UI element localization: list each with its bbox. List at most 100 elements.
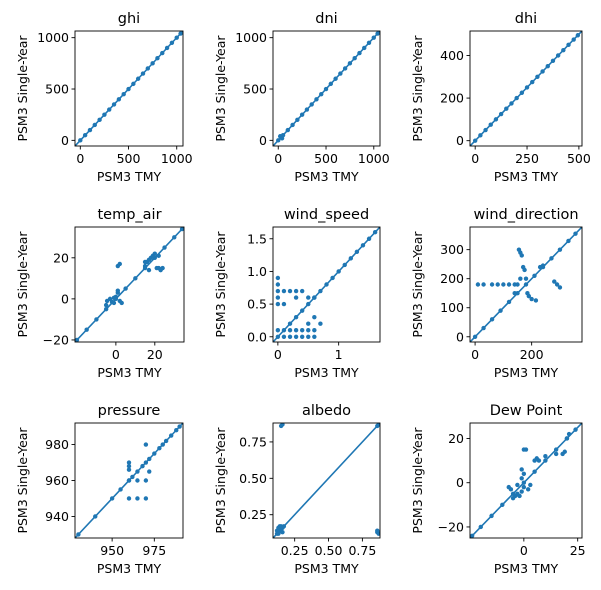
y-tick-label: 1000 — [37, 30, 69, 45]
data-point — [93, 514, 97, 518]
data-point — [490, 282, 494, 286]
data-point — [135, 469, 139, 473]
data-point — [565, 436, 569, 440]
data-point — [76, 532, 80, 536]
data-point — [165, 46, 169, 50]
x-tick-label: 0 — [76, 151, 84, 166]
data-point — [520, 253, 524, 257]
data-point — [572, 37, 576, 41]
data-point — [554, 447, 558, 451]
x-tick-label: 950 — [100, 543, 124, 558]
subplot-title: Dew Point — [490, 403, 563, 419]
x-tick-label: 0 — [520, 543, 528, 558]
data-point — [155, 56, 159, 60]
y-axis-label: PSM3 Single-Year — [410, 231, 425, 338]
y-tick-label: 0.0 — [247, 329, 267, 344]
data-point — [276, 302, 280, 306]
data-point — [556, 53, 560, 57]
data-point — [543, 458, 547, 462]
data-point — [343, 263, 347, 267]
data-point — [532, 469, 536, 473]
data-point — [529, 297, 533, 301]
data-point — [290, 123, 294, 127]
data-point — [483, 128, 487, 132]
y-tick-label: 1.5 — [247, 231, 267, 246]
y-axis-label: PSM3 Single-Year — [213, 35, 228, 142]
data-point — [349, 256, 353, 260]
data-point — [112, 102, 116, 106]
data-point — [104, 307, 108, 311]
data-point — [494, 117, 498, 121]
data-point — [498, 308, 502, 312]
data-point — [294, 295, 298, 299]
data-point — [136, 77, 140, 81]
data-point — [576, 33, 580, 37]
data-point — [160, 266, 164, 270]
data-point — [144, 478, 148, 482]
data-point — [305, 107, 309, 111]
data-point — [573, 427, 577, 431]
data-point — [476, 282, 480, 286]
data-point — [312, 315, 316, 319]
y-tick-label: 1000 — [235, 30, 267, 45]
x-tick-label: 0 — [274, 151, 282, 166]
data-point — [532, 274, 536, 278]
x-tick-label: 200 — [520, 347, 544, 362]
x-axis-label: PSM3 TMY — [294, 365, 359, 380]
data-point — [318, 289, 322, 293]
identity-line — [470, 423, 582, 538]
data-point — [309, 102, 313, 106]
data-point — [348, 61, 352, 65]
y-axis-label: PSM3 Single-Year — [15, 427, 30, 534]
data-point — [312, 295, 316, 299]
data-point — [140, 464, 144, 468]
data-point — [110, 496, 114, 500]
data-point — [373, 230, 377, 234]
data-point — [522, 472, 526, 476]
data-point — [507, 300, 511, 304]
subplot-title: dhi — [515, 11, 537, 27]
x-tick-label: 1000 — [161, 151, 193, 166]
data-point — [537, 458, 541, 462]
data-point — [522, 481, 526, 485]
x-tick-label: 500 — [117, 151, 141, 166]
data-point — [543, 454, 547, 458]
data-point — [528, 483, 532, 487]
y-axis-label: PSM3 Single-Year — [15, 231, 30, 338]
data-point — [306, 328, 310, 332]
data-point — [336, 269, 340, 273]
data-point — [566, 43, 570, 47]
subplot-title: ghi — [118, 11, 140, 27]
subplot-8: 0.25 0.50 0.75 0.25 0.50 0.75 albedo PSM3 TMY PS… — [213, 403, 381, 576]
data-point — [141, 71, 145, 75]
data-point — [280, 530, 284, 534]
data-point — [172, 235, 176, 239]
data-point — [107, 107, 111, 111]
data-point — [153, 251, 157, 255]
data-point — [131, 82, 135, 86]
y-tick-label: 960 — [45, 473, 69, 488]
data-point — [104, 303, 108, 307]
x-tick-label: 20 — [147, 347, 163, 362]
subplot-5: 0 10.00.51.01.5wind_speedPSM3 TMYPSM3 Sin… — [213, 207, 380, 380]
x-tick-label: 0 — [112, 347, 120, 362]
data-point — [88, 128, 92, 132]
data-point — [288, 335, 292, 339]
data-point — [94, 317, 98, 321]
data-point — [127, 478, 131, 482]
data-point — [288, 289, 292, 293]
x-tick-label: 0 — [471, 151, 479, 166]
data-point — [282, 302, 286, 306]
data-point — [522, 268, 526, 272]
x-tick-label: 1 — [335, 347, 343, 362]
data-point — [135, 496, 139, 500]
data-point — [288, 322, 292, 326]
data-point — [519, 489, 523, 493]
data-point — [519, 476, 523, 480]
data-point — [511, 496, 515, 500]
y-axis-label: PSM3 Single-Year — [410, 35, 425, 142]
data-point — [295, 118, 299, 122]
y-axis-label: PSM3 Single-Year — [213, 231, 228, 338]
subplot-4: 0 20 −20 0 20 temp_air PSM3 TMY PSM3 Single-Yea… — [15, 207, 184, 380]
data-point — [489, 123, 493, 127]
